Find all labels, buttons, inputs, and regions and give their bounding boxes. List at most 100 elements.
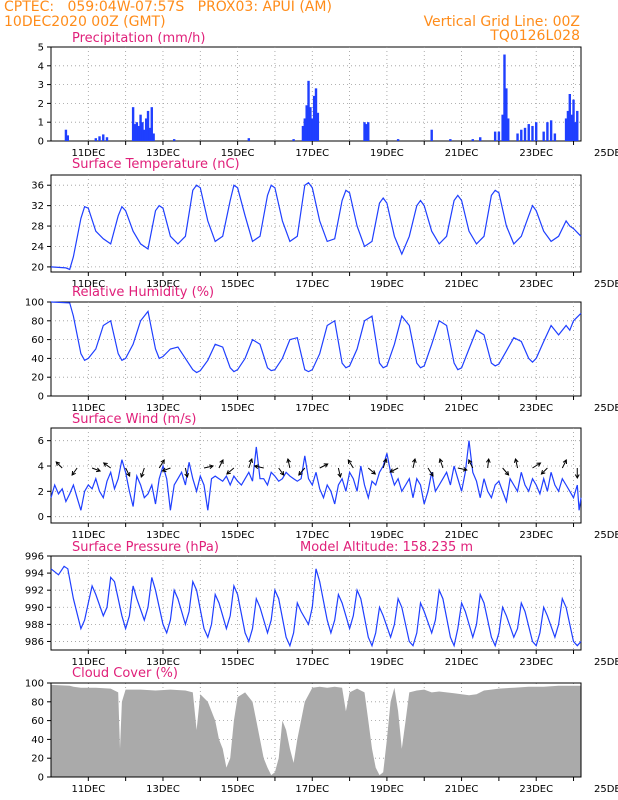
wind-title: Surface Wind (m/s) [72, 412, 196, 427]
wind-xtick-label: 17DEC [295, 530, 329, 541]
wind-arrow-shaft [248, 458, 253, 469]
wind-arrow-shaft [337, 467, 341, 478]
temp-title: Surface Temperature (nC) [72, 157, 240, 172]
temp-xtick-label: 21DEC [445, 279, 479, 290]
pres-series-line [50, 565, 582, 648]
temp-xtick-label: 13DEC [146, 279, 180, 290]
rh-ytick-label: 20 [31, 373, 44, 384]
rh-xtick-label: 13DEC [146, 403, 180, 414]
precip-ytick-label: 4 [38, 61, 44, 72]
wind-arrow-head [248, 458, 253, 463]
wind-arrow-shaft [457, 467, 467, 471]
cloud-xtick-label: 11DEC [71, 784, 105, 795]
wind-arrow-head [209, 464, 215, 469]
wind-arrow-shaft [91, 467, 101, 472]
cloud-title: Cloud Cover (%) [72, 666, 178, 681]
precip-xtick-label: 19DEC [370, 148, 404, 159]
cloud-ytick-label: 60 [31, 716, 44, 727]
header-grid-note: Vertical Grid Line: 00Z [423, 14, 580, 30]
precip-bar [143, 129, 146, 141]
precip-ytick-label: 0 [38, 137, 44, 148]
precip-bar [141, 122, 144, 141]
wind-arrow-shaft [367, 467, 376, 475]
precip-bar [572, 99, 575, 141]
temp-ytick-label: 24 [31, 242, 44, 253]
precip-bar [139, 114, 142, 141]
wind-arrow-head [536, 462, 542, 467]
temp-ytick-label: 28 [31, 222, 44, 233]
cloud-ytick-label: 100 [25, 679, 44, 690]
wind-arrow-head [371, 470, 377, 475]
precip-bar [148, 127, 152, 141]
rh-ytick-label: 100 [25, 298, 44, 309]
wind-arrow-shaft [103, 462, 112, 469]
precip-bar [135, 122, 139, 141]
precip-bar [172, 139, 176, 141]
wind-arrow-head [485, 457, 491, 463]
pres-title: Surface Pressure (hPa) [72, 540, 219, 555]
rh-title: Relative Humidity (%) [72, 285, 214, 300]
precip-bar [314, 88, 318, 141]
precip-bar [535, 122, 538, 141]
precip-bar [303, 118, 307, 141]
precip-bar [64, 129, 68, 141]
precip-bar [247, 138, 251, 141]
wind-arrow-head [337, 473, 342, 479]
wind-xtick-label: 13DEC [146, 530, 180, 541]
rh-ytick-label: 60 [31, 335, 44, 346]
wind-arrow-shaft [487, 458, 490, 469]
precip-xtick-label: 21DEC [445, 148, 479, 159]
wind-arrow-shaft [389, 467, 399, 473]
wind-xtick-label: 21DEC [445, 530, 479, 541]
precip-bar [144, 118, 148, 141]
wind-arrow-head [286, 457, 291, 463]
pres-xtick-label: 21DEC [445, 657, 479, 668]
wind-arrow-shaft [278, 467, 285, 476]
precip-bar [316, 112, 320, 141]
wind-arrow-head [226, 470, 231, 475]
wind-arrow-head [219, 459, 224, 465]
wind-arrow-shaft [515, 458, 519, 469]
precip-bar [150, 107, 153, 141]
wind-arrow-head [540, 470, 546, 475]
wind-ytick-label: 0 [38, 512, 44, 523]
precip-xtick-label: 11DEC [71, 148, 105, 159]
precip-bar [396, 139, 400, 141]
wind-arrow-head [160, 459, 165, 465]
wind-arrow-shaft [532, 462, 541, 469]
wind-arrow-shaft [55, 461, 63, 469]
precip-bar [98, 136, 101, 141]
precip-bar [365, 124, 368, 141]
precip-bar [152, 133, 155, 141]
wind-arrow-shaft [427, 467, 434, 477]
wind-frame [50, 427, 582, 524]
precip-bar [449, 139, 452, 141]
wind-arrow-head [96, 467, 102, 473]
pres-ytick-label: 988 [25, 620, 44, 631]
header-date: 10DEC2020 00Z (GMT) [4, 14, 166, 30]
wind-arrow-head [140, 473, 145, 478]
precip-ytick-label: 2 [38, 99, 44, 110]
wind-arrow-head [382, 458, 388, 463]
wind-arrow-head [347, 459, 353, 465]
wind-arrow-head [574, 474, 580, 480]
precip-bar [94, 138, 97, 141]
rh-series-line [50, 301, 582, 374]
wind-arrow-head [184, 473, 189, 479]
temp-ytick-label: 20 [31, 262, 44, 273]
header-model-id: TQ0126L028 [490, 28, 580, 44]
precip-bar [66, 135, 69, 141]
wind-arrow-shaft [254, 465, 264, 469]
wind-arrow-head [298, 470, 303, 476]
cloud-xtick-label: 23DEC [519, 784, 553, 795]
precip-bar [553, 133, 557, 141]
wind-arrow-shaft [298, 467, 306, 476]
pres-subtitle: Model Altitude: 158.235 m [300, 540, 473, 555]
rh-ytick-label: 80 [31, 316, 44, 327]
wind-arrow-head [126, 471, 131, 477]
precip-bar [566, 110, 570, 141]
wind-xtick-label: 15DEC [221, 530, 255, 541]
precip-bar [146, 110, 150, 141]
